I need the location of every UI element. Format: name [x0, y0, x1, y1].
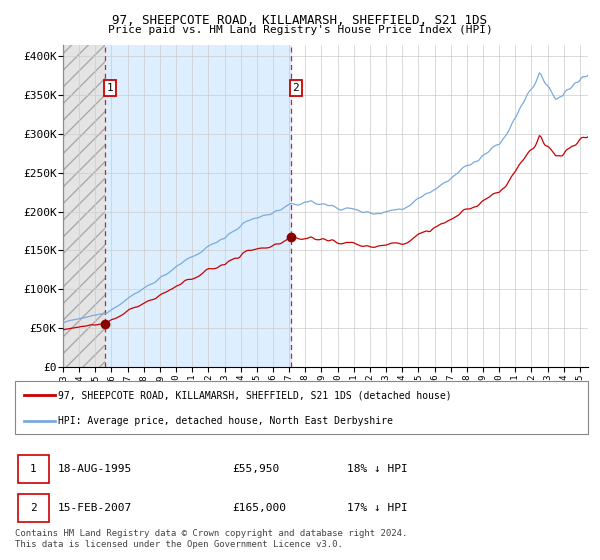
Text: 1: 1: [107, 83, 114, 94]
Text: 18% ↓ HPI: 18% ↓ HPI: [347, 464, 408, 474]
Bar: [63, 45, 106, 367]
Text: 17% ↓ HPI: 17% ↓ HPI: [347, 503, 408, 513]
Bar: [63, 45, 291, 367]
Text: HPI: Average price, detached house, North East Derbyshire: HPI: Average price, detached house, Nort…: [58, 416, 393, 426]
Text: 2: 2: [30, 503, 37, 513]
Text: 2: 2: [293, 83, 299, 94]
Bar: [18, 455, 49, 483]
Text: 1: 1: [30, 464, 37, 474]
Text: 97, SHEEPCOTE ROAD, KILLAMARSH, SHEFFIELD, S21 1DS: 97, SHEEPCOTE ROAD, KILLAMARSH, SHEFFIEL…: [113, 14, 487, 27]
Text: 18-AUG-1995: 18-AUG-1995: [58, 464, 132, 474]
Bar: [18, 494, 49, 522]
Text: 97, SHEEPCOTE ROAD, KILLAMARSH, SHEFFIELD, S21 1DS (detached house): 97, SHEEPCOTE ROAD, KILLAMARSH, SHEFFIEL…: [58, 390, 452, 400]
Text: £165,000: £165,000: [233, 503, 287, 513]
Text: Price paid vs. HM Land Registry's House Price Index (HPI): Price paid vs. HM Land Registry's House …: [107, 25, 493, 35]
Text: Contains HM Land Registry data © Crown copyright and database right 2024.
This d: Contains HM Land Registry data © Crown c…: [15, 529, 407, 549]
Text: 15-FEB-2007: 15-FEB-2007: [58, 503, 132, 513]
Text: £55,950: £55,950: [233, 464, 280, 474]
